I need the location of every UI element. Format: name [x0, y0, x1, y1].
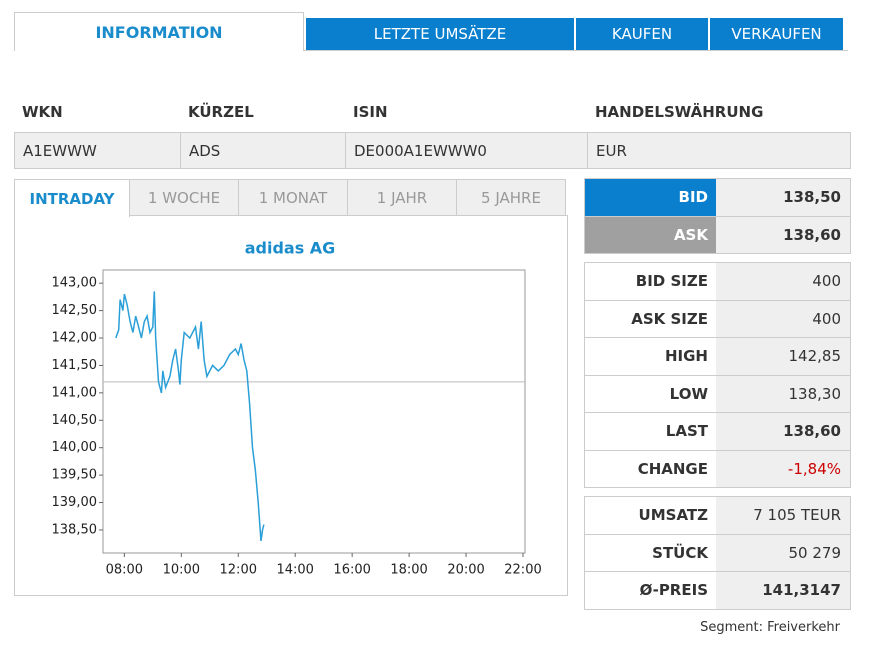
tab[interactable]: VERKAUFEN — [709, 18, 843, 50]
segment: Segment: Freiverkehr — [700, 620, 840, 635]
row-divider — [584, 215, 851, 217]
quote-value: 138,30 — [716, 375, 850, 412]
y-tick-label: 142,50 — [52, 303, 98, 318]
quote-label: Ø-PREIS — [585, 572, 716, 609]
y-tick-label: 139,00 — [52, 495, 98, 510]
y-tick-label: 140,00 — [52, 440, 98, 455]
quote-value: 138,60 — [716, 413, 850, 450]
y-tick-label: 143,00 — [52, 276, 98, 291]
cell: ADS — [180, 132, 346, 169]
range-tab[interactable]: 1 JAHR — [347, 179, 457, 216]
quote-value: 142,85 — [716, 338, 850, 375]
x-tick-label: 16:00 — [333, 563, 370, 578]
quote-value: 141,3147 — [716, 572, 850, 609]
range-tab[interactable]: INTRADAY — [14, 179, 130, 217]
range-tab[interactable]: 1 MONAT — [238, 179, 348, 216]
range-tab[interactable]: 5 JAHRE — [456, 179, 566, 216]
quote-label: CHANGE — [585, 450, 716, 487]
tab[interactable]: KAUFEN — [575, 18, 708, 50]
x-tick-label: 12:00 — [220, 563, 257, 578]
plot-area — [102, 269, 526, 554]
quote-value: 400 — [716, 300, 850, 337]
quote-label: BID SIZE — [585, 263, 716, 300]
price-line — [115, 291, 265, 542]
column-header: ISIN — [353, 103, 388, 121]
quote-label: ASK SIZE — [585, 300, 716, 337]
quote-value: -1,84% — [716, 450, 850, 487]
quote-value: 7 105 TEUR — [716, 497, 850, 534]
quote-value: 138,50 — [716, 179, 850, 216]
quote-value: 138,60 — [716, 216, 850, 253]
quote-group — [584, 496, 851, 610]
chart: adidas AG 138,50 139,00 139,50 140,00 140,50 1… — [52, 239, 542, 578]
x-tick-label: 20:00 — [447, 563, 484, 578]
row-divider — [584, 533, 851, 535]
row-divider — [584, 299, 851, 301]
row-divider — [584, 571, 851, 572]
y-tick-label: 140,50 — [52, 413, 98, 428]
column-header: WKN — [22, 103, 63, 121]
y-tick-label: 139,50 — [52, 468, 98, 483]
y-tick-label: 141,00 — [52, 385, 98, 400]
quote-label: STÜCK — [585, 534, 716, 571]
x-tick-label: 10:00 — [163, 563, 200, 578]
cell: EUR — [587, 132, 851, 169]
y-tick-label: 142,00 — [52, 331, 98, 346]
tab[interactable]: LETZTE UMSÄTZE — [305, 18, 574, 50]
row-divider — [584, 449, 851, 451]
y-tick-label: 138,50 — [52, 522, 98, 537]
tab-underline — [14, 50, 848, 51]
chart-title: adidas AG — [245, 239, 336, 258]
quote-label: HIGH — [585, 338, 716, 375]
column-header: HANDELSWÄHRUNG — [595, 103, 764, 121]
row-divider — [584, 412, 851, 413]
quote-label: ASK — [585, 216, 716, 253]
x-tick-label: 18:00 — [390, 563, 427, 578]
quote-value: 400 — [716, 263, 850, 300]
tab[interactable]: INFORMATION — [14, 12, 304, 51]
cell: A1EWWW — [14, 132, 181, 169]
quote-label: LAST — [585, 413, 716, 450]
column-header: KÜRZEL — [188, 103, 254, 121]
quote-value: 50 279 — [716, 534, 850, 571]
x-tick-label: 08:00 — [106, 563, 143, 578]
range-tab[interactable]: 1 WOCHE — [129, 179, 239, 216]
quote-label: LOW — [585, 375, 716, 412]
x-tick-label: 22:00 — [504, 563, 541, 578]
row-divider — [584, 374, 851, 376]
quote-label: UMSATZ — [585, 497, 716, 534]
x-tick-label: 14:00 — [276, 563, 313, 578]
y-tick-label: 141,50 — [52, 358, 98, 373]
cell: DE000A1EWWW0 — [345, 132, 588, 169]
row-divider — [584, 337, 851, 338]
quote-label: BID — [585, 179, 716, 216]
